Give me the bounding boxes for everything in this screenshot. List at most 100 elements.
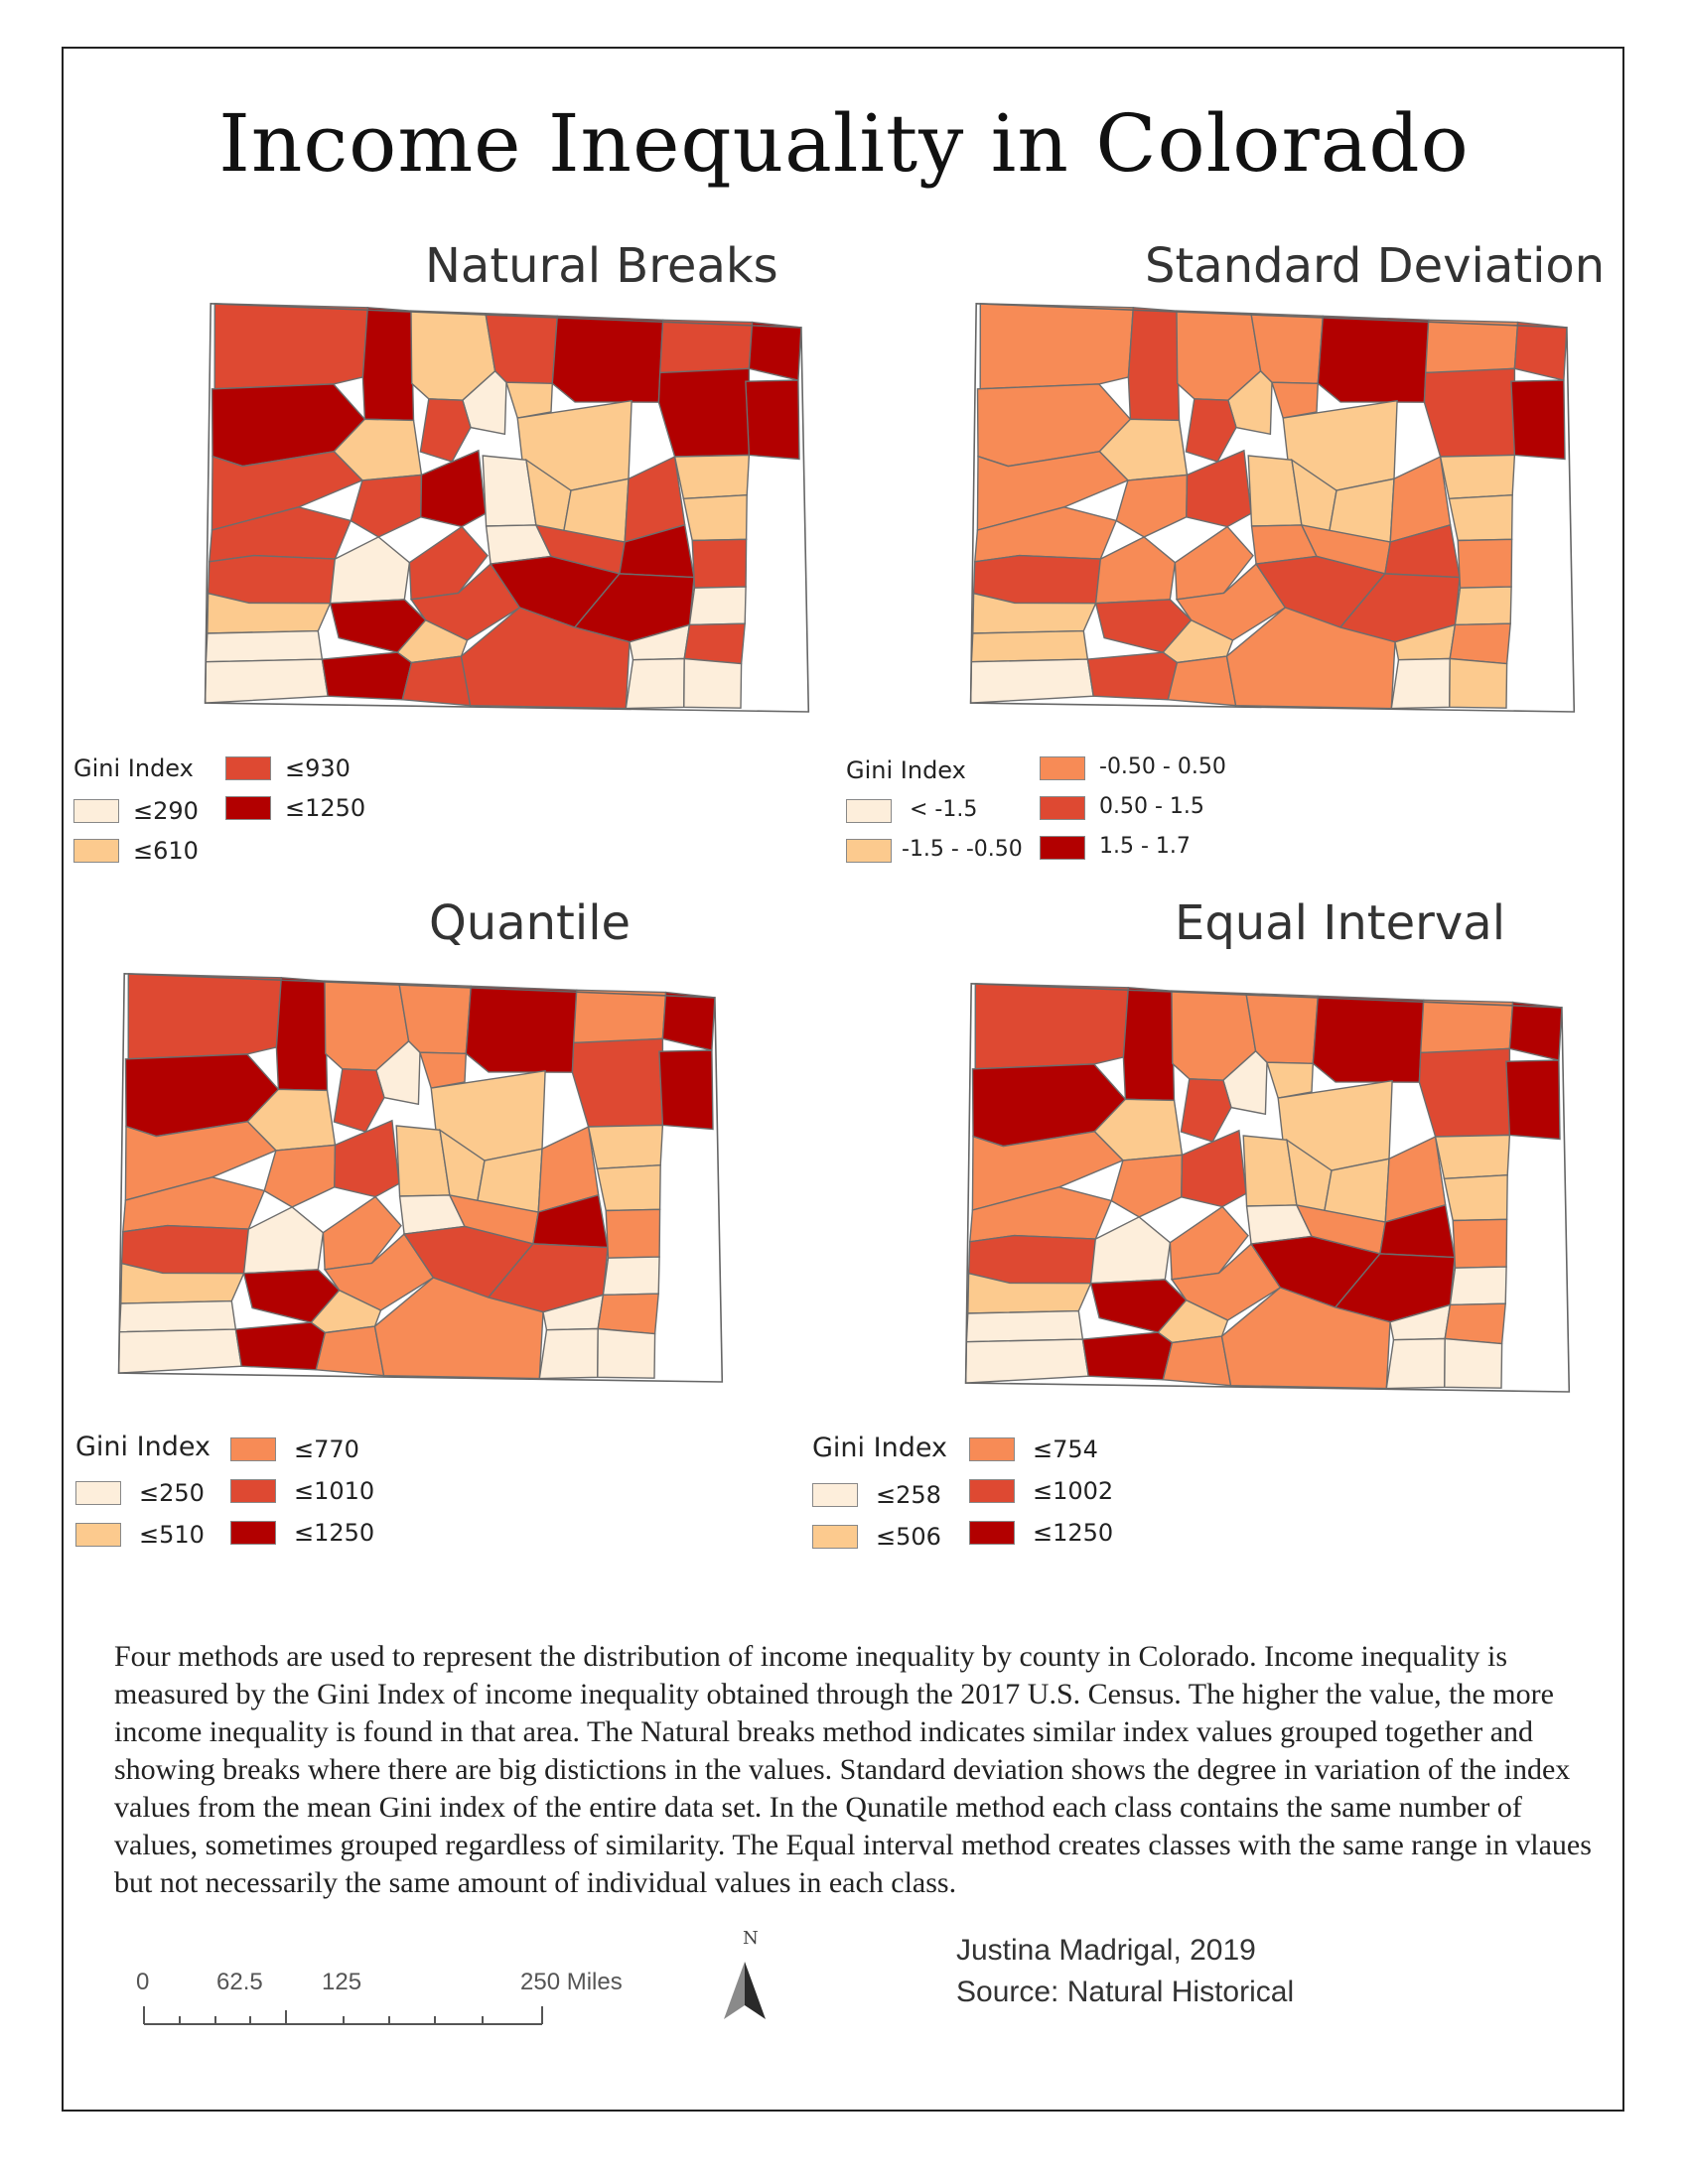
legend-swatch-1 bbox=[846, 799, 892, 823]
legend-swatch-1 bbox=[75, 1481, 121, 1505]
county-39 bbox=[1452, 1218, 1508, 1269]
county-17 bbox=[1110, 1154, 1184, 1218]
legend-swatch-2 bbox=[75, 1523, 121, 1547]
county-11 bbox=[333, 1068, 385, 1133]
legend-swatch-4 bbox=[230, 1479, 276, 1503]
legend-label-3: ≤770 bbox=[294, 1435, 359, 1463]
county-11 bbox=[419, 398, 472, 463]
scale-label-62-5: 62.5 bbox=[216, 1969, 263, 1995]
county-48 bbox=[683, 657, 743, 709]
county-25 bbox=[967, 1234, 1097, 1285]
county-31 bbox=[682, 493, 748, 542]
county-11 bbox=[1180, 1078, 1232, 1143]
county-26 bbox=[242, 1206, 325, 1275]
county-19 bbox=[1181, 1129, 1247, 1208]
source-credit: Source: Natural Historical bbox=[956, 1976, 1295, 2008]
county-31 bbox=[596, 1163, 661, 1212]
county-27 bbox=[408, 525, 489, 601]
description-text: Four methods are used to represent the d… bbox=[114, 1640, 1592, 1899]
county-15 bbox=[1510, 379, 1566, 461]
legend-natural-breaks: Gini Index ≤290 ≤610 ≤930 ≤1250 bbox=[73, 754, 471, 874]
legend-label-4: ≤1250 bbox=[285, 794, 366, 822]
state-outline bbox=[117, 972, 724, 1383]
county-2 bbox=[1127, 307, 1181, 422]
county-48 bbox=[1444, 1337, 1503, 1389]
county-15 bbox=[658, 1049, 714, 1131]
legend-swatch-4 bbox=[969, 1479, 1015, 1503]
county-17 bbox=[263, 1144, 337, 1208]
county-43 bbox=[1167, 655, 1237, 707]
county-24 bbox=[673, 454, 751, 500]
county-34 bbox=[965, 1309, 1084, 1343]
legend-swatch-2 bbox=[846, 839, 892, 863]
county-5 bbox=[1317, 315, 1430, 403]
map-title-equal-interval: Equal Interval bbox=[1175, 895, 1506, 951]
legend-swatch-2 bbox=[812, 1525, 858, 1549]
legend-label-5: 1.5 - 1.7 bbox=[1099, 834, 1191, 859]
county-15 bbox=[745, 379, 800, 461]
legend-quantile: Gini Index ≤250 ≤510 ≤770 ≤1010 ≤1250 bbox=[75, 1430, 473, 1559]
county-24 bbox=[1439, 454, 1516, 500]
legend-label-3: ≤754 bbox=[1033, 1435, 1098, 1463]
county-19 bbox=[1186, 449, 1252, 528]
county-40 bbox=[688, 586, 747, 626]
county-40 bbox=[1454, 586, 1512, 626]
map-title-natural-breaks: Natural Breaks bbox=[425, 238, 778, 294]
county-14 bbox=[1423, 367, 1516, 458]
legend-label-5: ≤1250 bbox=[294, 1519, 375, 1547]
legend-label-2: ≤510 bbox=[139, 1521, 205, 1549]
county-46 bbox=[1390, 657, 1451, 710]
page-border bbox=[62, 47, 1624, 2112]
legend-swatch-3 bbox=[969, 1437, 1015, 1461]
county-14 bbox=[571, 1037, 664, 1128]
county-25 bbox=[972, 554, 1102, 605]
legend-label-4: 0.50 - 1.5 bbox=[1099, 794, 1204, 819]
county-41 bbox=[969, 658, 1095, 704]
map-equal-interval bbox=[964, 982, 1571, 1393]
county-27 bbox=[1174, 525, 1254, 601]
county-7 bbox=[661, 991, 716, 1051]
north-arrow-label: N bbox=[743, 1928, 759, 1949]
county-2 bbox=[361, 307, 415, 422]
state-outline bbox=[964, 982, 1571, 1393]
map-title-quantile: Quantile bbox=[429, 895, 632, 951]
county-6 bbox=[1424, 319, 1519, 374]
county-43 bbox=[315, 1325, 385, 1377]
county-47 bbox=[1444, 1302, 1506, 1345]
legend-label-1: < -1.5 bbox=[910, 797, 978, 822]
county-19 bbox=[334, 1119, 400, 1198]
county-42 bbox=[1081, 1331, 1174, 1381]
legend-swatch-4 bbox=[225, 796, 271, 820]
county-7 bbox=[748, 321, 802, 381]
county-43 bbox=[401, 655, 472, 707]
county-26 bbox=[1094, 536, 1177, 605]
county-17 bbox=[1115, 474, 1189, 538]
county-5 bbox=[1312, 995, 1425, 1083]
county-12 bbox=[1271, 381, 1320, 419]
county-14 bbox=[1418, 1047, 1511, 1138]
county-47 bbox=[683, 622, 746, 665]
legend-label-4: ≤1002 bbox=[1033, 1477, 1114, 1505]
page-title: Income Inequality in Colorado bbox=[218, 97, 1470, 190]
map-standard-deviation bbox=[969, 302, 1576, 713]
legend-swatch-3 bbox=[1040, 756, 1085, 780]
scale-label-250: 250 Miles bbox=[520, 1969, 623, 1995]
legend-label-2: ≤610 bbox=[133, 837, 199, 865]
county-48 bbox=[1449, 657, 1508, 709]
legend-swatch-1 bbox=[812, 1483, 858, 1507]
county-6 bbox=[572, 989, 667, 1044]
county-47 bbox=[1449, 622, 1511, 665]
map-quantile bbox=[117, 972, 724, 1383]
county-48 bbox=[597, 1327, 656, 1379]
legend-swatch-5 bbox=[969, 1521, 1015, 1545]
county-25 bbox=[120, 1224, 250, 1275]
county-41 bbox=[117, 1328, 243, 1374]
county-41 bbox=[964, 1338, 1090, 1384]
county-14 bbox=[657, 367, 751, 458]
legend-swatch-1 bbox=[73, 799, 119, 823]
legend-swatch-2 bbox=[73, 839, 119, 863]
county-5 bbox=[465, 985, 578, 1073]
legend-swatch-3 bbox=[225, 756, 271, 780]
county-43 bbox=[1162, 1335, 1232, 1387]
legend-label-4: ≤1010 bbox=[294, 1477, 375, 1505]
